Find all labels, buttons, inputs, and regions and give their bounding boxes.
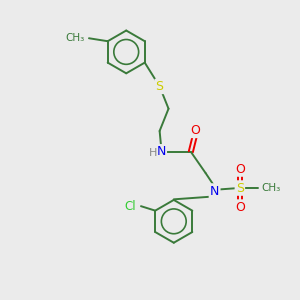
Text: O: O	[235, 163, 245, 176]
Text: H: H	[148, 148, 157, 158]
Text: N: N	[156, 145, 166, 158]
Text: S: S	[236, 182, 244, 194]
Text: S: S	[156, 80, 164, 93]
Text: O: O	[190, 124, 200, 137]
Text: O: O	[235, 201, 245, 214]
Text: CH₃: CH₃	[66, 33, 85, 43]
Text: Cl: Cl	[124, 200, 136, 213]
Text: N: N	[210, 184, 219, 197]
Text: CH₃: CH₃	[262, 183, 281, 193]
